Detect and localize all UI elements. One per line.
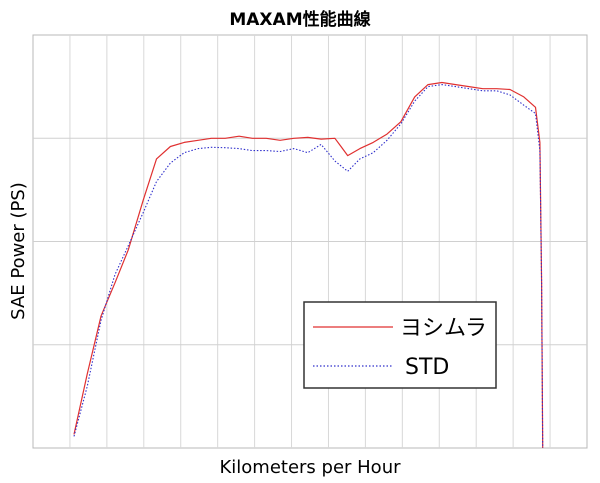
legend: ヨシムラ STD <box>303 301 497 389</box>
legend-box <box>303 301 497 389</box>
x-axis-label: Kilometers per Hour <box>219 457 401 478</box>
series-layer <box>73 81 544 449</box>
series-line-std <box>73 84 544 449</box>
legend-label-yoshimura: ヨシムラ <box>400 316 487 341</box>
legend-label-std: STD <box>405 355 449 380</box>
y-axis-label: SAE Power (PS) <box>8 182 29 320</box>
series-line-yoshimura <box>73 81 544 449</box>
grid <box>33 35 587 448</box>
chart-title: MAXAM性能曲線 <box>229 9 370 30</box>
